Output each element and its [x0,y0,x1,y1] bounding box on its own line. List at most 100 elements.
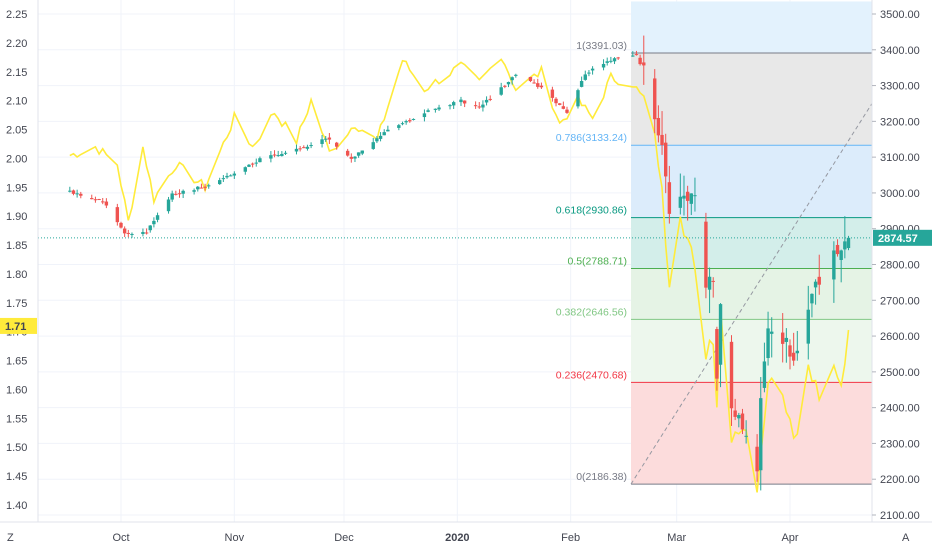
x-axis-label: Oct [112,532,129,544]
candle-up [576,90,580,107]
candle-up [437,107,441,110]
left-axis-tick-label: 1.90 [6,211,27,223]
candle-up [155,215,160,220]
candle-down [664,142,668,177]
candle-up [221,178,226,180]
candle-up [770,331,774,334]
candle-up [689,193,693,204]
left-axis-tick-label: 2.15 [6,67,27,79]
candle-down [119,222,123,228]
candle-down [653,78,657,120]
candle-up [737,415,741,419]
candle-up [744,435,748,437]
fib-zone-red [631,382,872,485]
candle-up [832,250,836,280]
right-axis-tick-label: 3100.00 [880,152,920,164]
candle-up [510,77,514,81]
right-current-value: 2874.57 [878,233,918,245]
left-axis-tick-label: 2.25 [6,9,27,21]
candle-down [539,85,544,88]
candle-down [642,62,646,66]
left-axis-tick-label: 2.05 [6,125,27,137]
candle-up [514,74,518,76]
candle-up [386,129,390,132]
candle-down [667,182,672,214]
right-axis-tick-label: 3500.00 [880,9,920,21]
candle-up [258,158,262,163]
candle-up [130,233,134,235]
fib-zone-blue [631,145,872,218]
candle-down [740,413,745,430]
left-axis-tick-label: 1.80 [6,269,27,281]
right-axis-tick-label: 2700.00 [880,295,920,307]
candle-up [375,138,379,142]
candle-up [400,123,405,125]
right-axis-tick-label: 2400.00 [880,403,920,415]
x-axis-label: Dec [334,532,354,544]
candle-up [784,337,789,342]
candle-down [302,147,306,149]
candle-up [254,162,258,164]
left-current-badge [0,317,37,334]
candle-up [232,173,237,176]
candle-down [477,106,481,108]
candle-down [685,191,690,201]
fib-level-label: 0.5(2788.71) [567,256,627,268]
candle-down [660,134,664,146]
candle-down [104,201,109,206]
right-axis-tick-label: 2500.00 [880,367,920,379]
candle-down [345,150,350,156]
candle-up [718,304,723,365]
left-axis-tick-label: 1.50 [6,442,27,454]
candle-up [152,220,156,225]
candle-up [397,125,401,128]
candle-down [203,186,207,188]
candle-up [382,132,386,136]
right-axis-panel [872,0,932,550]
candle-down [565,109,569,113]
fib-level-label: 0.382(2646.56) [556,306,627,318]
candle-up [170,193,174,200]
candle-up [294,148,299,152]
candle-up [605,61,609,63]
scale-mode-left: Z [7,532,14,544]
candle-up [813,281,818,288]
candle-up [678,196,683,208]
candle-up [360,150,364,154]
left-axis-tick-label: 2.20 [6,38,27,50]
candle-up [141,232,145,234]
candle-down [729,341,734,409]
candle-up [481,104,485,108]
candle-up [68,190,72,192]
candle-down [788,345,792,357]
right-axis-tick-label: 3300.00 [880,81,920,93]
candle-down [90,198,94,200]
candle-up [843,241,847,250]
candle-up [353,156,357,159]
candle-down [174,193,178,195]
candle-up [192,190,196,192]
candle-down [817,276,821,285]
candle-down [473,105,478,107]
candle-up [707,276,712,290]
overlay-series [69,58,850,493]
x-axis-label: Mar [667,532,686,544]
candle-up [601,63,606,68]
fib-trend-line [630,103,873,485]
candle-up [682,195,686,199]
left-axis-tick-label: 1.65 [6,356,27,368]
candle-up [590,68,595,71]
fib-zone-extension [631,1,872,53]
candle-down [733,410,737,417]
candle-down [528,76,533,82]
candle-up [451,102,456,106]
left-axis-tick-label: 1.85 [6,240,27,252]
fib-zone-teal [631,217,872,269]
candle-up [426,110,430,112]
x-axis-label: Nov [225,532,245,544]
candle-down [488,98,492,100]
candle-up [433,108,438,110]
candle-up [839,250,843,260]
candle-up [846,237,851,249]
fib-level-label: 0(2186.38) [576,471,627,483]
